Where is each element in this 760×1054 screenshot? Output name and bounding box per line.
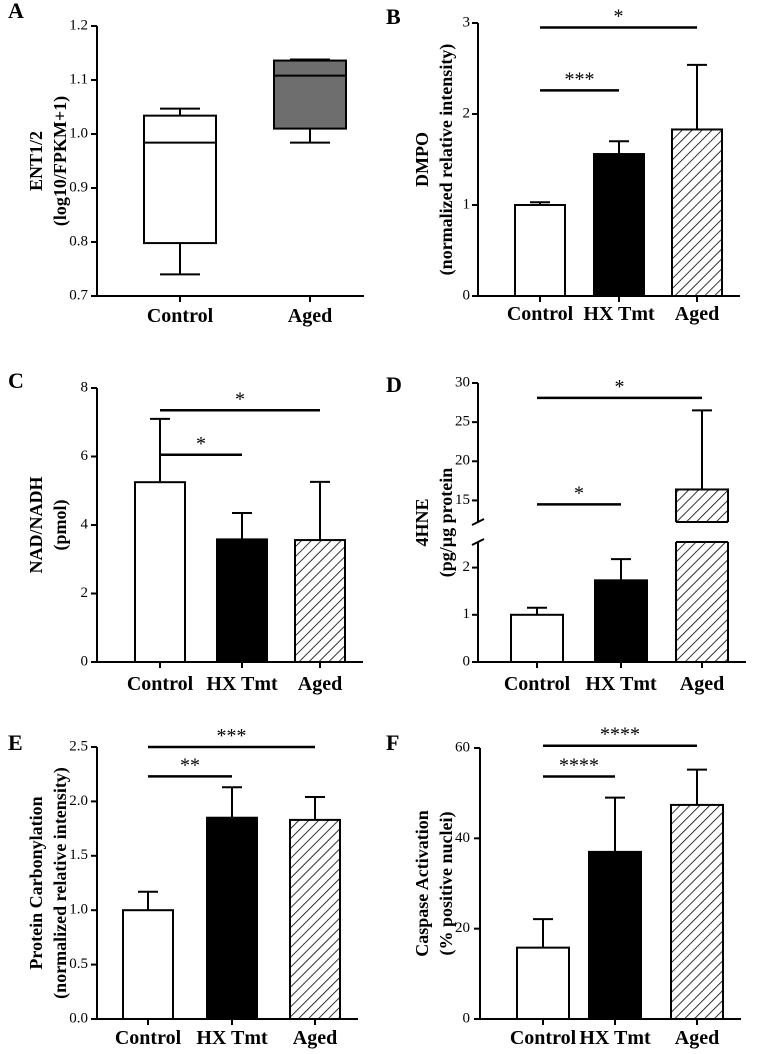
y-tick-label-d: 30 — [455, 374, 470, 390]
y-tick-label-d: 2 — [463, 559, 471, 575]
y-axis-label-f-2: (% positive nuclei) — [436, 812, 457, 956]
y-tick-label-a: 0.9 — [69, 179, 88, 195]
bar-d-3 — [675, 488, 729, 663]
y-tick-label-a: 1.1 — [69, 71, 88, 87]
y-tick-label-d: 0 — [463, 653, 471, 669]
y-tick-label-d: 20 — [455, 453, 470, 469]
bar-break-gap-d — [674, 522, 730, 542]
y-tick-label-e: 2.5 — [69, 738, 88, 754]
x-category-label-d-3: Aged — [680, 673, 724, 695]
x-category-label-b-3: Aged — [675, 303, 719, 325]
x-category-label-f-2: HX Tmt — [579, 1027, 651, 1049]
bar-f-2 — [588, 850, 642, 1021]
box-a-2 — [273, 59, 347, 130]
x-category-label-d-1: Control — [504, 673, 571, 695]
x-category-label-b-1: Control — [507, 303, 574, 325]
y-tick-label-a: 0.7 — [69, 287, 88, 303]
bar-d-1 — [510, 613, 564, 663]
y-axis-label-f-1: Caspase Activation — [412, 810, 432, 957]
y-tick-label-e: 2.0 — [69, 793, 88, 809]
y-tick-label-d: 1 — [463, 606, 471, 622]
significance-label-c-1: * — [196, 433, 206, 455]
y-axis-label-d-2: (pg/µg protein — [436, 468, 457, 578]
y-axis-label-a-2: (log10/FPKM+1) — [50, 96, 71, 226]
y-tick-label-c: 2 — [81, 585, 89, 601]
y-axis-label-e-1: Protein Carbonylation — [26, 796, 46, 969]
significance-label-f-2: **** — [600, 724, 640, 746]
axis-break-mark-upper-d — [471, 518, 485, 526]
x-category-label-e-2: HX Tmt — [196, 1027, 268, 1049]
bar-b-1 — [514, 204, 566, 297]
y-axis-label-e-2: (normalized relative intensity) — [50, 767, 71, 999]
significance-label-e-2: *** — [217, 725, 247, 747]
axis-break-mark-lower-d — [471, 538, 485, 546]
y-tick-label-e: 1.0 — [69, 902, 88, 918]
significance-label-b-2: * — [614, 6, 624, 28]
bar-b-3 — [671, 128, 723, 297]
x-category-label-a-2: Aged — [288, 305, 332, 327]
bar-e-2 — [206, 816, 258, 1020]
x-category-label-e-3: Aged — [293, 1027, 337, 1049]
panel-label-d: D — [386, 372, 402, 397]
x-category-label-c-1: Control — [127, 673, 194, 695]
bar-f-3 — [670, 803, 724, 1020]
y-axis-label-d-1: 4HNE — [412, 498, 432, 546]
box-a-1 — [143, 114, 217, 245]
significance-label-b-1: *** — [565, 68, 595, 90]
y-axis-label-c-2: (pmol) — [50, 500, 71, 551]
y-tick-label-c: 6 — [81, 448, 89, 464]
bar-b-2 — [593, 153, 645, 297]
bar-e-3 — [289, 818, 341, 1020]
y-axis-label-c-1: NAD/NADH — [26, 477, 46, 574]
significance-label-d-1: * — [574, 482, 584, 504]
y-tick-label-d: 15 — [455, 492, 470, 508]
y-tick-label-d: 25 — [455, 414, 470, 430]
panel-label-b: B — [386, 4, 401, 29]
y-tick-label-f: 20 — [455, 920, 470, 936]
bar-c-2 — [216, 538, 268, 664]
bar-c-3 — [294, 539, 346, 664]
x-category-label-c-2: HX Tmt — [206, 673, 278, 695]
y-tick-label-e: 0.5 — [69, 956, 88, 972]
y-tick-label-f: 40 — [455, 830, 470, 846]
significance-label-f-1: **** — [559, 754, 599, 776]
panel-label-a: A — [8, 0, 24, 23]
x-category-label-b-2: HX Tmt — [583, 303, 655, 325]
x-category-label-a-1: Control — [147, 305, 214, 327]
x-category-label-c-3: Aged — [298, 673, 342, 695]
bar-c-1 — [134, 481, 186, 663]
y-axis-label-b-2: (normalized relative intensity) — [436, 44, 457, 276]
y-tick-label-a: 0.8 — [69, 233, 88, 249]
panel-label-f: F — [386, 730, 399, 755]
y-axis-label-b-1: DMPO — [412, 132, 432, 187]
y-tick-label-b: 0 — [463, 287, 471, 303]
significance-label-d-2: * — [615, 376, 625, 398]
x-category-label-f-1: Control — [510, 1027, 577, 1049]
y-tick-label-e: 0.0 — [69, 1010, 88, 1026]
x-category-label-f-3: Aged — [675, 1027, 719, 1049]
y-tick-label-e: 1.5 — [69, 847, 88, 863]
significance-label-c-2: * — [235, 388, 245, 410]
bar-e-1 — [122, 909, 174, 1021]
y-tick-label-a: 1.2 — [69, 17, 88, 33]
panel-label-c: C — [8, 368, 24, 393]
y-tick-label-a: 1.0 — [69, 125, 88, 141]
y-tick-label-b: 2 — [463, 105, 471, 121]
y-tick-label-f: 0 — [463, 1010, 471, 1026]
y-tick-label-c: 8 — [81, 379, 89, 395]
x-category-label-d-2: HX Tmt — [585, 673, 657, 695]
y-tick-label-c: 0 — [81, 653, 89, 669]
y-tick-label-c: 4 — [81, 516, 89, 532]
bar-d-2 — [594, 579, 648, 663]
y-tick-label-f: 60 — [455, 739, 470, 755]
y-tick-label-b: 1 — [463, 196, 471, 212]
significance-label-e-1: ** — [180, 754, 200, 776]
panel-label-e: E — [8, 730, 23, 755]
y-tick-label-b: 3 — [463, 14, 471, 30]
x-category-label-e-1: Control — [115, 1027, 182, 1049]
bar-f-1 — [516, 946, 570, 1020]
y-axis-label-a-1: ENT1/2 — [26, 131, 46, 191]
